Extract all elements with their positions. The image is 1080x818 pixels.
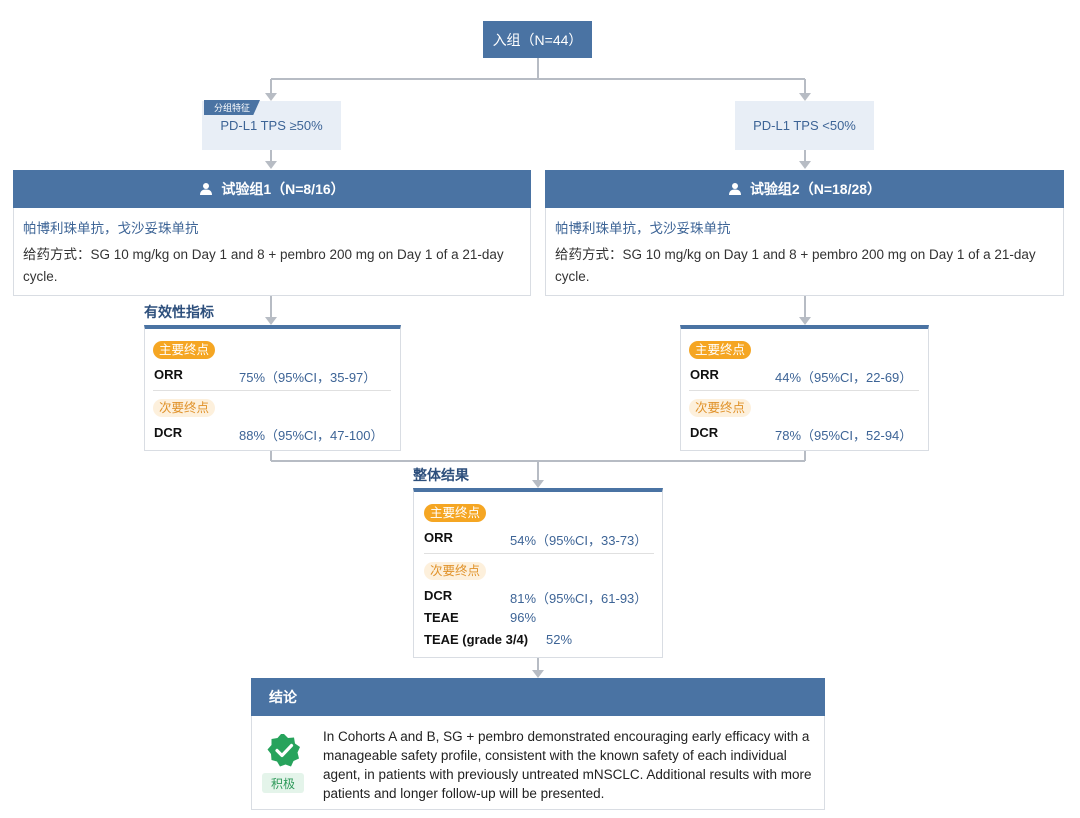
- overall-teae34-value: 52%: [546, 632, 573, 647]
- secondary-endpoint-badge: 次要终点: [424, 562, 487, 580]
- feature-label-right: PD-L1 TPS <50%: [753, 118, 856, 133]
- enrollment-label: 入组（N=44）: [492, 31, 583, 48]
- overall-results: 主要终点 ORR 54%（95%CI，33-73） 次要终点 DCR 81%（9…: [413, 488, 663, 658]
- orr-value: 75%（95%CI，35-97）: [239, 370, 377, 385]
- cohort-1-body: 帕博利珠单抗，戈沙妥珠单抗 给药方式：SG 10 mg/kg on Day 1 …: [13, 208, 531, 296]
- cohort-2-drugs: 帕博利珠单抗，戈沙妥珠单抗: [555, 221, 731, 236]
- person-icon: [728, 182, 742, 196]
- feature-tag-label: 分组特征: [213, 103, 250, 113]
- overall-dcr-key: DCR: [424, 588, 453, 603]
- cohort-2-body: 帕博利珠单抗，戈沙妥珠单抗 给药方式：SG 10 mg/kg on Day 1 …: [545, 208, 1064, 296]
- cohort-2-dosing: 给药方式：SG 10 mg/kg on Day 1 and 8 + pembro…: [555, 247, 1036, 284]
- dcr-key: DCR: [690, 425, 719, 440]
- verified-badge-icon: [267, 733, 301, 772]
- primary-endpoint-badge: 主要终点: [153, 341, 216, 359]
- dcr-key: DCR: [154, 425, 183, 440]
- dcr-row: DCR 88%（95%CI，47-100）: [154, 425, 394, 443]
- divider: [153, 390, 391, 391]
- cohort-1-title: 试验组1（N=8/16）: [221, 181, 345, 197]
- feature-label-left: PD-L1 TPS ≥50%: [220, 118, 323, 133]
- secondary-endpoint-badge: 次要终点: [153, 399, 216, 417]
- overall-title: 整体结果: [413, 467, 469, 483]
- overall-teae-key: TEAE: [424, 610, 459, 625]
- efficacy-title: 有效性指标: [144, 304, 214, 320]
- positive-badge: 积极: [262, 773, 304, 793]
- orr-row: ORR 44%（95%CI，22-69）: [690, 367, 920, 385]
- cohort-2-results: 主要终点 ORR 44%（95%CI，22-69） 次要终点 DCR 78%（9…: [680, 325, 929, 451]
- cohort-1-drugs: 帕博利珠单抗，戈沙妥珠单抗: [23, 221, 199, 236]
- overall-teae34-row: TEAE (grade 3/4) 52%: [424, 632, 656, 648]
- overall-orr-key: ORR: [424, 530, 453, 545]
- enrollment-node: 入组（N=44）: [483, 21, 592, 58]
- overall-orr-value: 54%（95%CI，33-73）: [510, 533, 648, 548]
- orr-key: ORR: [690, 367, 719, 382]
- secondary-endpoint-badge: 次要终点: [689, 399, 752, 417]
- cohort-1-header: 试验组1（N=8/16）: [13, 170, 531, 208]
- conclusion-body: 积极 In Cohorts A and B, SG + pembro demon…: [251, 716, 825, 810]
- cohort-2-header: 试验组2（N=18/28）: [545, 170, 1064, 208]
- conclusion-text: In Cohorts A and B, SG + pembro demonstr…: [323, 729, 812, 801]
- orr-row: ORR 75%（95%CI，35-97）: [154, 367, 394, 385]
- conclusion-title: 结论: [269, 689, 297, 705]
- primary-endpoint-badge: 主要终点: [689, 341, 752, 359]
- person-icon: [199, 182, 213, 196]
- dcr-value: 88%（95%CI，47-100）: [239, 428, 384, 443]
- orr-key: ORR: [154, 367, 183, 382]
- cohort-1-dosing: 给药方式：SG 10 mg/kg on Day 1 and 8 + pembro…: [23, 247, 504, 284]
- overall-teae34-key: TEAE (grade 3/4): [424, 632, 529, 647]
- overall-teae-value: 96%: [510, 610, 537, 625]
- divider: [424, 553, 654, 554]
- orr-value: 44%（95%CI，22-69）: [775, 370, 913, 385]
- overall-dcr-row: DCR 81%（95%CI，61-93）: [424, 588, 656, 606]
- overall-orr-row: ORR 54%（95%CI，33-73）: [424, 530, 656, 548]
- dcr-row: DCR 78%（95%CI，52-94）: [690, 425, 920, 443]
- cohort-2-title: 试验组2（N=18/28）: [749, 181, 882, 197]
- cohort-1-results: 主要终点 ORR 75%（95%CI，35-97） 次要终点 DCR 88%（9…: [144, 325, 401, 451]
- divider: [689, 390, 919, 391]
- overall-teae-row: TEAE 96%: [424, 610, 656, 626]
- overall-dcr-value: 81%（95%CI，61-93）: [510, 591, 648, 606]
- dcr-value: 78%（95%CI，52-94）: [775, 428, 913, 443]
- feature-tag: 分组特征: [204, 100, 260, 115]
- feature-box-right: PD-L1 TPS <50%: [735, 101, 874, 150]
- conclusion-header: 结论: [251, 678, 825, 716]
- primary-endpoint-badge: 主要终点: [424, 504, 487, 522]
